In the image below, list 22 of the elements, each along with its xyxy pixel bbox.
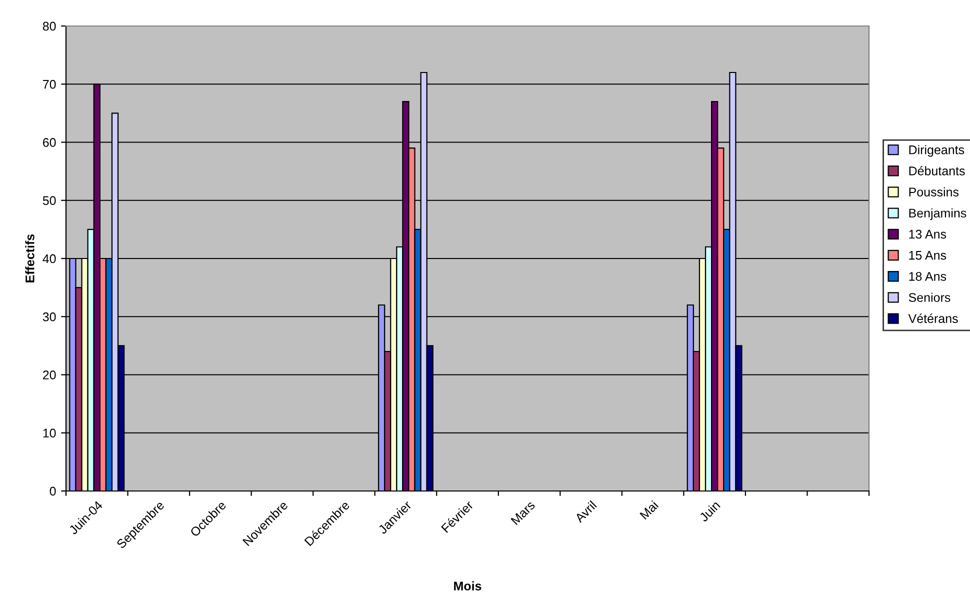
y-tick-label: 50 <box>42 196 56 206</box>
legend-label: Vétérans <box>908 314 958 324</box>
legend-label: Débutants <box>909 166 965 176</box>
x-axis-title: Mois <box>454 581 482 590</box>
y-tick-label: 20 <box>43 370 56 380</box>
x-tick-label: Juin <box>698 500 720 522</box>
y-tick-label: 0 <box>50 486 56 496</box>
legend-label: 13 Ans <box>909 230 946 239</box>
y-tick-label: 40 <box>42 254 56 264</box>
y-tick-label: 80 <box>42 22 56 31</box>
y-tick-label: 10 <box>43 428 56 438</box>
y-axis-title: Effectifs <box>25 234 34 282</box>
legend-label: Dirigeants <box>909 145 964 157</box>
y-tick-label: 30 <box>42 312 56 322</box>
legend-label: Benjamins <box>909 208 966 220</box>
y-tick-label: 70 <box>43 80 56 89</box>
x-tick-label: Mai <box>639 500 659 520</box>
legend-label: 18 Ans <box>909 272 946 281</box>
legend-label: Seniors <box>908 292 950 302</box>
legend-label: 15 Ans <box>909 251 946 260</box>
legend-label: Poussins <box>909 187 959 196</box>
y-tick-label: 60 <box>43 138 56 147</box>
